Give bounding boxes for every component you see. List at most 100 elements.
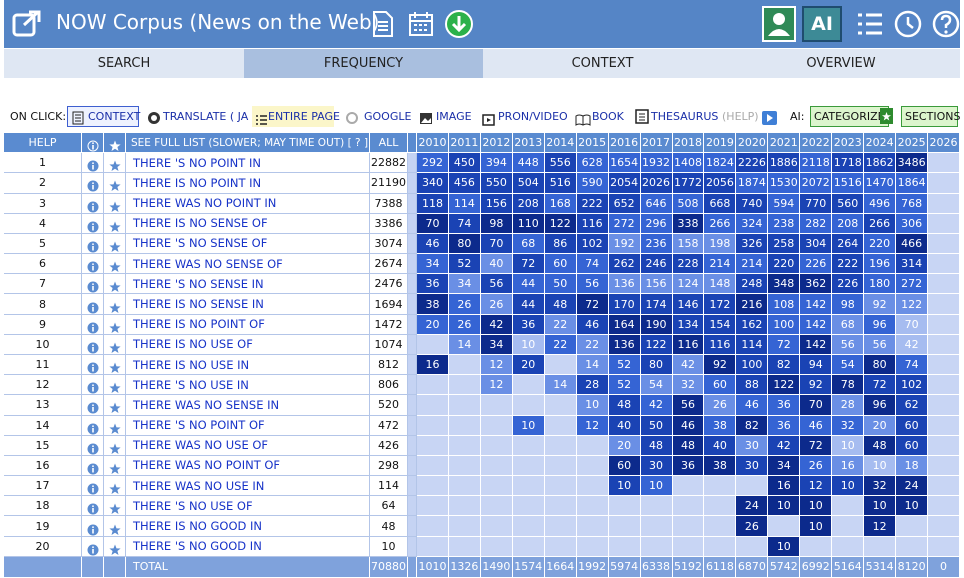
year-count[interactable]: 52 bbox=[608, 375, 641, 396]
year-count[interactable]: 668 bbox=[704, 193, 737, 214]
full-list-header[interactable]: SEE FULL LIST (SLOWER; MAY TIME OUT) [ ?… bbox=[126, 133, 370, 154]
year-count[interactable]: 190 bbox=[640, 314, 673, 335]
year-count[interactable]: 456 bbox=[448, 173, 481, 194]
year-count[interactable]: 304 bbox=[800, 233, 833, 255]
star-icon[interactable] bbox=[109, 440, 121, 454]
year-count[interactable]: 54 bbox=[640, 375, 673, 396]
year-count[interactable]: 348 bbox=[768, 274, 801, 295]
year-count[interactable]: 258 bbox=[768, 233, 801, 255]
year-header[interactable]: 2020 bbox=[736, 133, 769, 154]
year-count[interactable]: 1530 bbox=[768, 173, 801, 194]
year-count[interactable]: 60 bbox=[704, 375, 737, 396]
phrase-link[interactable]: THERE 'S NO GOOD IN bbox=[126, 536, 370, 557]
year-count[interactable]: 122 bbox=[640, 334, 673, 355]
year-count[interactable]: 60 bbox=[896, 415, 929, 436]
phrase-link[interactable]: THERE WAS NO SENSE OF bbox=[126, 254, 370, 275]
year-count[interactable]: 282 bbox=[800, 213, 833, 234]
year-count[interactable]: 1864 bbox=[896, 173, 929, 194]
year-count[interactable]: 2026 bbox=[640, 173, 673, 194]
year-count[interactable]: 10 bbox=[864, 455, 897, 477]
year-count[interactable]: 26 bbox=[448, 314, 481, 335]
year-count[interactable]: 42 bbox=[768, 435, 801, 456]
year-count[interactable]: 40 bbox=[608, 415, 641, 436]
year-count[interactable]: 70 bbox=[480, 233, 513, 255]
year-count[interactable]: 118 bbox=[417, 193, 449, 214]
year-count[interactable]: 192 bbox=[608, 233, 641, 255]
year-count[interactable]: 216 bbox=[736, 294, 769, 315]
star-icon[interactable] bbox=[109, 460, 121, 474]
year-count[interactable]: 16 bbox=[417, 355, 449, 376]
star-icon[interactable] bbox=[109, 521, 121, 535]
year-count[interactable]: 44 bbox=[512, 294, 545, 315]
year-header[interactable]: 2023 bbox=[832, 133, 865, 154]
year-count[interactable]: 38 bbox=[704, 415, 737, 436]
tab[interactable]: SEARCH bbox=[97, 56, 151, 71]
info-icon[interactable] bbox=[87, 420, 99, 435]
toolbar-google[interactable]: GOOGLE bbox=[364, 110, 412, 123]
star-icon[interactable] bbox=[109, 420, 121, 434]
year-count[interactable]: 102 bbox=[576, 233, 609, 255]
year-count[interactable]: 148 bbox=[704, 274, 737, 295]
phrase-link[interactable]: THERE IS NO POINT OF bbox=[126, 314, 370, 335]
year-count[interactable]: 14 bbox=[448, 334, 481, 355]
year-count[interactable]: 2072 bbox=[800, 173, 833, 194]
year-count[interactable]: 78 bbox=[832, 375, 865, 396]
year-count[interactable]: 82 bbox=[736, 415, 769, 436]
info-icon[interactable] bbox=[87, 399, 99, 414]
year-count[interactable]: 272 bbox=[608, 213, 641, 234]
star-icon[interactable] bbox=[109, 177, 121, 192]
star-icon[interactable] bbox=[109, 500, 121, 515]
year-count[interactable]: 80 bbox=[864, 355, 897, 376]
star-icon[interactable] bbox=[109, 319, 121, 333]
phrase-link[interactable]: THERE WAS NO POINT IN bbox=[126, 193, 370, 214]
year-count[interactable]: 50 bbox=[544, 274, 577, 295]
year-count[interactable]: 208 bbox=[832, 213, 865, 234]
year-count[interactable]: 34 bbox=[480, 334, 513, 355]
star-icon[interactable] bbox=[109, 399, 121, 414]
year-count[interactable]: 36 bbox=[768, 415, 801, 436]
year-count[interactable]: 100 bbox=[736, 355, 769, 376]
year-count[interactable]: 22 bbox=[544, 334, 577, 355]
year-count[interactable]: 220 bbox=[768, 254, 801, 275]
star-icon[interactable] bbox=[109, 339, 121, 353]
year-count[interactable]: 324 bbox=[736, 213, 769, 234]
year-count[interactable]: 100 bbox=[768, 314, 801, 335]
year-count[interactable]: 80 bbox=[640, 355, 673, 376]
year-count[interactable]: 92 bbox=[704, 355, 737, 376]
phrase-link[interactable]: THERE IS NO GOOD IN bbox=[126, 516, 370, 537]
year-count[interactable]: 70 bbox=[800, 395, 833, 416]
year-count[interactable]: 2226 bbox=[736, 153, 769, 174]
toolbar-help[interactable]: (HELP) bbox=[722, 110, 759, 123]
year-header[interactable]: 2018 bbox=[672, 133, 705, 154]
green-star[interactable] bbox=[880, 108, 893, 124]
year-count[interactable]: 92 bbox=[800, 375, 833, 396]
star-icon[interactable] bbox=[109, 299, 121, 313]
year-count[interactable]: 16 bbox=[832, 455, 865, 477]
year-count[interactable]: 292 bbox=[417, 153, 449, 174]
year-count[interactable]: 124 bbox=[672, 274, 705, 295]
year-count[interactable]: 222 bbox=[576, 193, 609, 214]
year-count[interactable]: 48 bbox=[864, 435, 897, 456]
info-icon[interactable] bbox=[87, 218, 99, 233]
year-count[interactable]: 32 bbox=[832, 415, 865, 436]
year-header[interactable]: 2010 bbox=[417, 133, 449, 154]
year-count[interactable]: 12 bbox=[864, 516, 897, 537]
year-count[interactable]: 314 bbox=[896, 254, 929, 275]
year-count[interactable]: 116 bbox=[672, 334, 705, 355]
year-count[interactable]: 122 bbox=[768, 375, 801, 396]
year-count[interactable]: 36 bbox=[417, 274, 449, 295]
year-count[interactable]: 10 bbox=[800, 516, 833, 537]
year-count[interactable]: 740 bbox=[736, 193, 769, 214]
year-count[interactable]: 248 bbox=[736, 274, 769, 295]
year-count[interactable]: 3486 bbox=[896, 153, 929, 174]
year-count[interactable]: 46 bbox=[800, 415, 833, 436]
year-count[interactable]: 18 bbox=[896, 455, 929, 477]
year-count[interactable]: 98 bbox=[832, 294, 865, 315]
info-icon[interactable] bbox=[87, 258, 99, 273]
phrase-link[interactable]: THERE WAS NO POINT OF bbox=[126, 455, 370, 477]
year-count[interactable]: 98 bbox=[480, 213, 513, 234]
year-count[interactable]: 30 bbox=[736, 435, 769, 456]
year-count[interactable]: 340 bbox=[417, 173, 449, 194]
phrase-link[interactable]: THERE WAS NO USE IN bbox=[126, 476, 370, 497]
year-count[interactable]: 168 bbox=[544, 193, 577, 214]
